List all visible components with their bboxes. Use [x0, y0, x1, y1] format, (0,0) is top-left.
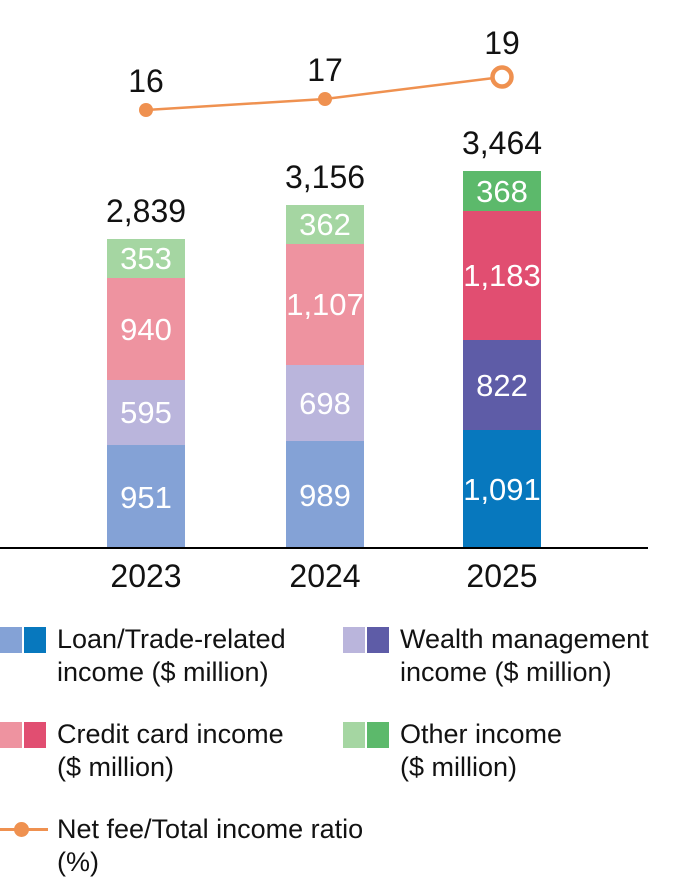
loan-trade-light-swatch [0, 627, 22, 653]
segment-value-label: 1,183 [463, 258, 541, 294]
ratio-point-label: 17 [307, 52, 343, 88]
segment-value-label: 595 [120, 395, 172, 431]
segment-value-label: 353 [120, 241, 172, 276]
wealth-dark-swatch [367, 627, 389, 653]
x-axis-line [0, 547, 648, 549]
legend-label-line: ($ million) [57, 752, 175, 782]
segment-value-label: 362 [299, 206, 351, 242]
segment-value-label: 940 [120, 311, 172, 347]
bar-segment: 595 [107, 380, 185, 446]
other-light-swatch [343, 722, 365, 748]
ratio-point-marker [318, 92, 332, 106]
credit-card-light-swatch [0, 722, 22, 748]
segment-value-label: 989 [299, 477, 351, 513]
legend-label-line: income ($ million) [400, 657, 612, 687]
legend-item-loan-trade: Loan/Trade-related income ($ million) [0, 624, 286, 689]
segment-value-label: 1,107 [286, 287, 364, 323]
legend-label-line: Other income [400, 719, 563, 749]
ratio-marker-dot [14, 822, 29, 837]
segment-value-label: 822 [476, 367, 528, 403]
bar-segment: 353 [107, 239, 185, 278]
ratio-point-label: 19 [484, 25, 520, 61]
bar-segment: 940 [107, 277, 185, 381]
bar-total-label: 3,156 [284, 158, 366, 195]
ratio-point-marker-open [490, 65, 514, 89]
bar-segment: 951 [107, 445, 185, 549]
bar-segment: 1,091 [463, 429, 541, 549]
legend-item-other-income: Other income ($ million) [343, 719, 562, 784]
bar-segment: 822 [463, 340, 541, 430]
bar-segment: 1,107 [286, 244, 364, 365]
legend-item-wealth-management: Wealth management income ($ million) [343, 624, 649, 689]
segment-value-label: 951 [120, 479, 172, 515]
legend-label-line: Net fee/Total income ratio [57, 814, 364, 844]
legend-label-line: Loan/Trade-related [57, 624, 286, 654]
legend-label-line: Wealth management [400, 624, 649, 654]
bar-segment: 1,183 [463, 211, 541, 341]
legend-item-net-fee-ratio: Net fee/Total income ratio (%) [0, 814, 363, 879]
ratio-point-label: 16 [128, 63, 164, 99]
bar-total-label: 2,839 [105, 193, 187, 230]
legend-label-line: income ($ million) [57, 657, 269, 687]
segment-value-label: 368 [476, 173, 528, 209]
other-dark-swatch [367, 722, 389, 748]
wealth-light-swatch [343, 627, 365, 653]
credit-card-dark-swatch [24, 722, 46, 748]
x-axis-label: 2023 [110, 558, 182, 594]
segment-value-label: 698 [299, 385, 351, 421]
bar-segment: 368 [463, 171, 541, 212]
ratio-point-marker [139, 103, 153, 117]
legend-item-credit-card: Credit card income ($ million) [0, 719, 284, 784]
segment-value-label: 1,091 [463, 471, 541, 507]
bar-segment: 989 [286, 441, 364, 549]
bar-segment: 698 [286, 364, 364, 442]
legend-label-line: ($ million) [400, 752, 518, 782]
bar-total-label: 3,464 [461, 125, 543, 162]
bar-segment: 362 [286, 204, 364, 245]
legend-label-line: Credit card income [57, 719, 284, 749]
x-axis-label: 2024 [289, 558, 361, 594]
ratio-line-marker-icon [0, 817, 48, 843]
legend-label-line: (%) [57, 847, 99, 877]
loan-trade-dark-swatch [24, 627, 46, 653]
x-axis-label: 2025 [466, 558, 538, 594]
